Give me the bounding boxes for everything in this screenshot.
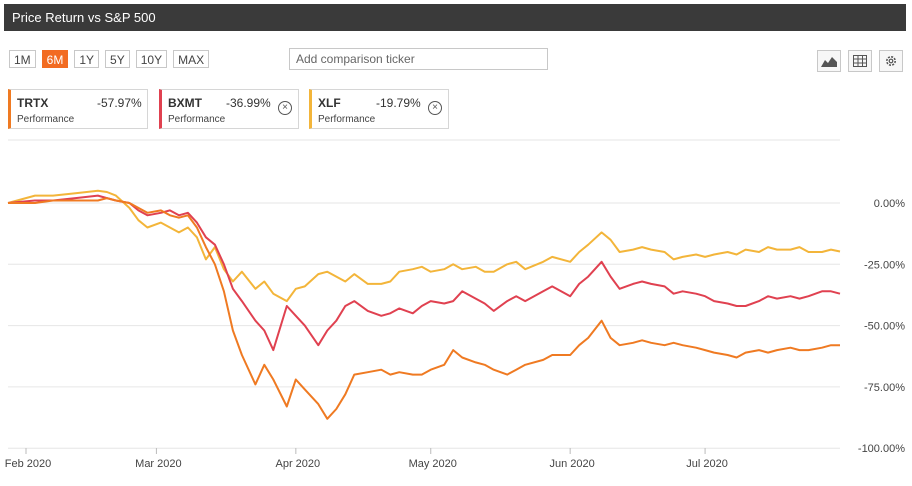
range-5y-button[interactable]: 5Y [105, 50, 130, 68]
series-line-bxmt [7, 194, 841, 352]
table-icon [853, 55, 867, 67]
legend-card-xlf: XLF -19.79% Performance × [309, 89, 449, 129]
series-line-xlf [7, 189, 841, 303]
time-range-selector: 1M 6M 1Y 5Y 10Y MAX [9, 50, 210, 68]
legend-card-trtx: TRTX -57.97% Performance [8, 89, 148, 129]
y-tick-label: -75.00% [864, 382, 905, 394]
range-1y-button[interactable]: 1Y [74, 50, 100, 68]
range-1m-button[interactable]: 1M [9, 50, 36, 68]
range-max-button[interactable]: MAX [173, 50, 210, 68]
chart-title-bar: Price Return vs S&P 500 [4, 4, 906, 31]
y-tick-label: -50.00% [864, 321, 905, 333]
legend-ticker: BXMT [168, 96, 202, 110]
area-chart-icon [821, 57, 837, 67]
chart-type-button[interactable] [817, 50, 841, 72]
legend-performance-value: -57.97% [97, 96, 142, 110]
legend-subtitle: Performance [168, 114, 226, 125]
comparison-ticker-input[interactable] [289, 48, 548, 70]
legend-ticker: TRTX [17, 96, 49, 110]
legend-subtitle: Performance [17, 114, 75, 125]
remove-series-icon[interactable]: × [428, 101, 442, 115]
x-tick-label: Apr 2020 [275, 458, 320, 470]
range-6m-button[interactable]: 6M [41, 50, 69, 68]
y-tick-label: -100.00% [858, 443, 905, 455]
x-tick-label: Mar 2020 [135, 458, 181, 470]
gear-icon [886, 56, 896, 66]
x-tick-label: Feb 2020 [5, 458, 51, 470]
legend-subtitle: Performance [318, 114, 376, 125]
legend-performance-value: -19.79% [376, 96, 421, 110]
series-line-trtx [8, 197, 840, 420]
x-tick-label: May 2020 [409, 458, 457, 470]
legend-ticker: XLF [318, 96, 341, 110]
y-tick-label: 0.00% [874, 198, 905, 210]
remove-series-icon[interactable]: × [278, 101, 292, 115]
table-view-button[interactable] [848, 50, 872, 72]
x-tick-label: Jun 2020 [550, 458, 595, 470]
range-10y-button[interactable]: 10Y [135, 50, 168, 68]
page-title: Price Return vs S&P 500 [12, 10, 156, 25]
legend-card-bxmt: BXMT -36.99% Performance × [159, 89, 299, 129]
y-tick-label: -25.00% [864, 259, 905, 271]
settings-button[interactable] [879, 50, 903, 72]
x-tick-label: Jul 2020 [686, 458, 728, 470]
legend-performance-value: -36.99% [226, 96, 271, 110]
